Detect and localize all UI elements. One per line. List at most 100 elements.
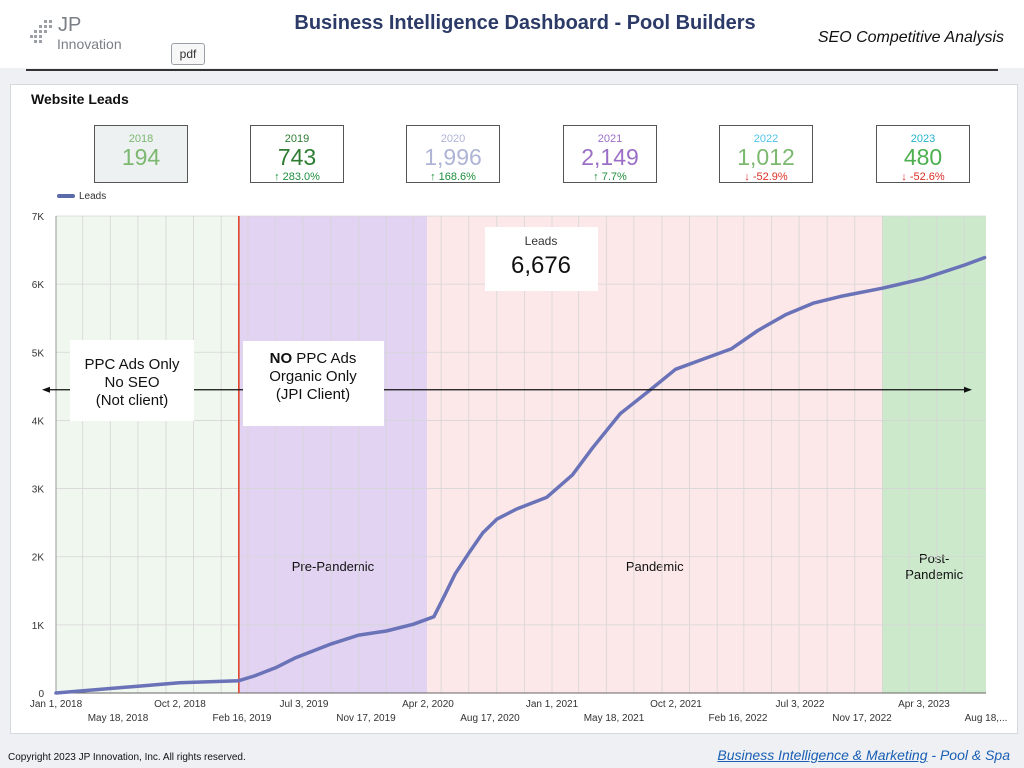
kpi-year: 2023 <box>910 133 936 145</box>
annotation-box-left <box>70 340 194 421</box>
x-tick-label: Nov 17, 2022 <box>832 713 892 724</box>
region-band-0 <box>56 216 239 693</box>
logo-text-jp: JP <box>58 14 82 36</box>
data-point <box>983 256 987 259</box>
data-point <box>921 277 925 281</box>
data-point <box>453 572 457 576</box>
annotation-left-line: No SEO <box>104 374 159 391</box>
data-point <box>329 642 333 646</box>
chart-tick-labels: 0 1K 2K 3K 4K 5K 6K 7K Jan 1, 2018 May 18, 2018 Oc… <box>30 212 1008 724</box>
kpi-2018[interactable]: 2018 194 <box>94 125 188 183</box>
kpi-change: ↓ -52.6% <box>901 171 945 183</box>
arrow-right-icon <box>964 386 972 393</box>
kpi-year: 2020 <box>440 133 466 145</box>
data-point <box>591 446 595 450</box>
kpi-value: 1,012 <box>737 144 795 170</box>
x-tick-label: Jul 3, 2019 <box>280 699 329 710</box>
x-tick-label: Apr 3, 2023 <box>898 699 950 710</box>
data-point <box>481 531 485 535</box>
data-point <box>178 681 181 685</box>
page-subtitle: SEO Competitive Analysis <box>817 29 1004 46</box>
region-band-2 <box>427 216 883 693</box>
data-point <box>839 295 843 298</box>
kpi-value: 1,996 <box>424 144 482 170</box>
y-tick-label: 1K <box>32 621 45 632</box>
logo-dots-icon <box>30 20 52 43</box>
data-point <box>432 615 436 619</box>
kpi-value: 2,149 <box>581 144 639 170</box>
data-point <box>54 691 58 695</box>
annotation-right-line: (JPI Client) <box>276 386 350 403</box>
data-point <box>95 688 99 691</box>
x-tick-label: Feb 16, 2019 <box>213 713 272 724</box>
pdf-button[interactable]: pdf <box>171 43 205 65</box>
annotation-left-line: (Not client) <box>96 392 169 409</box>
data-point <box>729 347 733 351</box>
footer-link-group: Business Intelligence & Marketing - Pool… <box>717 747 1010 763</box>
y-tick-label: 3K <box>32 485 45 496</box>
data-point <box>515 507 519 511</box>
kpi-2020[interactable]: 2020 1,996 ↑ 168.6% <box>406 125 500 183</box>
region-label-line: Pre-Pandemic <box>292 559 375 574</box>
x-tick-label: Nov 17, 2019 <box>336 713 396 724</box>
x-tick-label: May 18, 2018 <box>88 713 149 724</box>
annotation-no-bold: NO <box>270 350 293 367</box>
region-label: Post-Pandemic <box>905 551 963 582</box>
header-divider <box>26 69 998 71</box>
data-point <box>443 592 447 596</box>
kpi-value: 480 <box>903 144 943 170</box>
annotation-box-right <box>243 341 384 426</box>
x-tick-label: Aug 18,... <box>965 713 1008 724</box>
data-point <box>962 263 966 267</box>
kpi-2022[interactable]: 2022 1,012 ↓ -52.9% <box>719 125 813 183</box>
data-point <box>294 656 298 659</box>
chart-axes <box>55 216 240 693</box>
data-point <box>136 684 140 688</box>
x-tick-label: Jan 1, 2021 <box>526 699 579 710</box>
data-point <box>412 622 415 626</box>
total-leads-box <box>485 227 598 291</box>
kpi-year: 2021 <box>597 133 623 145</box>
chart-legend[interactable]: Leads <box>57 191 106 202</box>
legend-swatch <box>57 194 75 199</box>
total-leads-label: Leads <box>525 234 558 248</box>
card-title: Website Leads <box>31 91 129 107</box>
kpi-2019[interactable]: 2019 743 ↑ 283.0% <box>250 125 344 183</box>
kpi-2023[interactable]: 2023 480 ↓ -52.6% <box>876 125 970 183</box>
header-bar: JP Innovation pdf Business Intelligence … <box>0 0 1024 68</box>
footer-link-suffix: - Pool & Spa <box>927 747 1010 763</box>
data-point <box>237 679 241 683</box>
annotation-right-line: PPC Ads <box>292 350 356 367</box>
annotation-left-line: PPC Ads Only <box>84 356 180 373</box>
jp-innovation-logo[interactable]: JP Innovation <box>30 14 140 56</box>
x-tick-label: Feb 16, 2022 <box>709 713 768 724</box>
kpi-year: 2018 <box>128 133 154 145</box>
chart-annotations: PPC Ads Only No SEO (Not client) NO PPC Ads… <box>42 227 972 426</box>
footer-link[interactable]: Business Intelligence & Marketing <box>717 747 928 763</box>
kpi-2021[interactable]: 2021 2,149 ↑ 7.7% <box>563 125 657 183</box>
data-point <box>570 473 574 477</box>
kpi-change: ↑ 283.0% <box>274 171 320 183</box>
y-tick-label: 5K <box>32 348 45 359</box>
data-point <box>701 357 705 361</box>
page-title: Business Intelligence Dashboard - Pool B… <box>294 12 756 34</box>
data-point <box>495 517 499 521</box>
x-tick-label: Oct 2, 2021 <box>650 699 702 710</box>
total-leads-value: 6,676 <box>511 252 571 279</box>
data-point <box>252 674 256 678</box>
legend-label: Leads <box>79 191 107 202</box>
data-point <box>674 367 677 371</box>
y-tick-label: 2K <box>32 553 45 564</box>
copyright-text: Copyright 2023 JP Innovation, Inc. All r… <box>8 752 246 763</box>
x-tick-label: Jul 3, 2022 <box>776 699 825 710</box>
kpi-year: 2022 <box>753 133 779 145</box>
kpi-change: ↑ 168.6% <box>430 171 476 183</box>
x-tick-label: Apr 2, 2020 <box>402 699 454 710</box>
region-label: Pre-Pandemic <box>292 559 375 574</box>
arrow-left-icon <box>42 386 50 393</box>
region-band-3 <box>882 216 986 693</box>
data-point <box>646 390 650 394</box>
x-tick-label: May 18, 2021 <box>584 713 645 724</box>
